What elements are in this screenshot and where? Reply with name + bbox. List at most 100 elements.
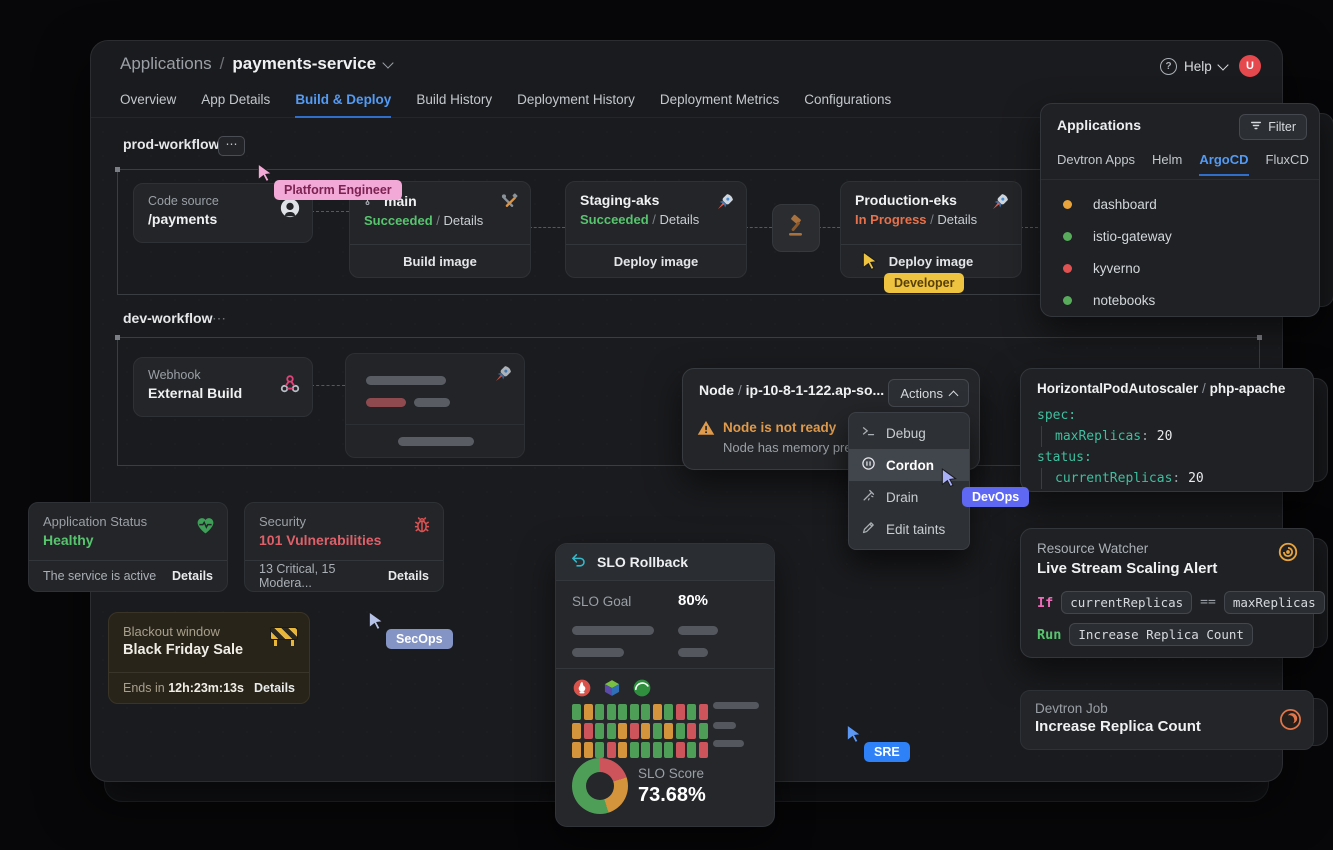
chevron-down-icon[interactable] — [382, 56, 394, 69]
list-item[interactable]: dashboard — [1041, 188, 1319, 220]
cursor-developer — [860, 250, 880, 275]
approval-gate-chip[interactable] — [772, 204, 820, 252]
production-deploy-action[interactable]: Deploy image — [841, 244, 1021, 277]
status-details-link[interactable]: Details — [172, 569, 213, 583]
staging-env-name: Staging-aks — [580, 192, 660, 208]
heatmap-cell — [675, 704, 685, 720]
apps-panel-title: Applications — [1057, 117, 1142, 133]
heatmap-cell — [687, 704, 696, 720]
breadcrumb: Applications / payments-service — [120, 54, 394, 74]
breadcrumb-separator: / — [219, 54, 225, 73]
production-details-link[interactable]: Details — [937, 212, 978, 227]
build-image-action[interactable]: Build image — [350, 244, 530, 277]
blackout-details-link[interactable]: Details — [254, 681, 295, 695]
chevron-down-icon — [1217, 59, 1229, 71]
heatmap-cell — [629, 742, 639, 758]
help-icon: ? — [1160, 58, 1177, 75]
tab-overview[interactable]: Overview — [120, 92, 177, 107]
security-details-link[interactable]: Details — [388, 569, 429, 583]
heatmap-cell — [641, 723, 650, 739]
badge-secops: SecOps — [386, 629, 453, 649]
actions-button[interactable]: Actions — [888, 379, 969, 407]
list-item[interactable]: istio-gateway — [1041, 220, 1319, 252]
menu-item-debug[interactable]: Debug — [849, 417, 969, 449]
user-avatar[interactable]: U — [1239, 55, 1261, 77]
devtron-job-card[interactable]: Devtron Job Increase Replica Count — [1020, 690, 1314, 750]
heatmap-cell — [595, 742, 604, 758]
heatmap-cell — [595, 704, 604, 720]
rollback-icon — [570, 552, 587, 572]
hpa-panel: HorizontalPodAutoscaler / php-apache spe… — [1020, 368, 1314, 492]
staging-details-link[interactable]: Details — [659, 212, 700, 227]
blackout-countdown: Ends in 12h:23m:13s — [123, 681, 244, 695]
filter-button[interactable]: Filter — [1239, 114, 1307, 140]
tab-fluxcd[interactable]: FluxCD — [1265, 152, 1309, 167]
heatmap-cell — [641, 742, 650, 758]
heatmap-cell — [583, 723, 593, 739]
heatmap-cell — [698, 704, 708, 720]
webhook-card[interactable]: Webhook External Build — [133, 357, 313, 417]
breadcrumb-root[interactable]: Applications — [120, 54, 212, 73]
production-env-name: Production-eks — [855, 192, 957, 208]
watcher-label: Resource Watcher — [1037, 541, 1149, 556]
status-dot — [1063, 263, 1072, 273]
slo-goal-label: SLO Goal — [572, 594, 632, 609]
production-pipeline-card[interactable]: Production-eks In Progress / Details Dep… — [840, 181, 1022, 278]
staging-deploy-action[interactable]: Deploy image — [566, 244, 746, 277]
run-keyword: Run — [1037, 626, 1062, 643]
tab-devtron-apps[interactable]: Devtron Apps — [1057, 152, 1136, 167]
build-details-link[interactable]: Details — [443, 213, 484, 228]
cursor-sre — [844, 723, 864, 748]
terminal-icon — [861, 424, 876, 442]
tab-build-deploy[interactable]: Build & Deploy — [295, 92, 392, 118]
badge-developer: Developer — [884, 273, 965, 293]
heatmap-cell — [687, 742, 696, 758]
blackout-window-card[interactable]: Blackout window Black Friday Sale Ends i… — [108, 612, 310, 704]
menu-item-drain[interactable]: Drain — [849, 481, 969, 513]
slo-goal-value: 80% — [678, 592, 709, 609]
code-source-value: /payments — [148, 211, 218, 227]
tab-app-details[interactable]: App Details — [201, 92, 271, 107]
menu-item-edit-taints[interactable]: Edit taints — [849, 513, 969, 545]
heatmap-cell — [675, 723, 685, 739]
heatmap-cell — [583, 742, 593, 758]
node-name: ip-10-8-1-122.ap-so... — [745, 382, 885, 398]
rocket-icon — [715, 192, 735, 217]
heatmap-cell — [641, 704, 650, 720]
rhs-chip: maxReplicas — [1223, 591, 1325, 614]
slo-rollback-card: SLO Rollback SLO Goal 80% SLO Score 73.6… — [555, 543, 775, 827]
production-status: In Progress — [855, 212, 927, 227]
cursor-platform-engineer — [255, 162, 275, 187]
menu-item-cordon[interactable]: Cordon — [849, 449, 969, 481]
tab-configurations[interactable]: Configurations — [804, 92, 892, 107]
status-dot — [1063, 231, 1072, 241]
tab-deployment-metrics[interactable]: Deployment Metrics — [659, 92, 780, 107]
tab-argocd[interactable]: ArgoCD — [1199, 152, 1249, 176]
run-command-chip[interactable]: Increase Replica Count — [1069, 623, 1253, 646]
tab-deployment-history[interactable]: Deployment History — [517, 92, 635, 107]
staging-pipeline-card[interactable]: Staging-aks Succeeded / Details Deploy i… — [565, 181, 747, 278]
security-card[interactable]: Security 101 Vulnerabilities 13 Critical… — [244, 502, 444, 592]
prod-workflow-menu-button[interactable]: ⋯ — [218, 136, 245, 156]
tab-build-history[interactable]: Build History — [416, 92, 493, 107]
webhook-label: Webhook — [148, 368, 201, 382]
help-menu[interactable]: ? Help — [1160, 58, 1229, 75]
heatmap-cell — [572, 723, 581, 739]
heatmap-cell — [664, 723, 673, 739]
webhook-icon — [279, 373, 301, 400]
heatmap-cell — [652, 742, 662, 758]
heatmap-cell — [618, 704, 627, 720]
tab-helm[interactable]: Helm — [1152, 152, 1183, 167]
divider — [1041, 179, 1319, 180]
observability-providers — [572, 678, 652, 703]
heatmap-cell — [664, 742, 673, 758]
breadcrumb-current[interactable]: payments-service — [232, 54, 377, 73]
heatmap-cell — [606, 723, 616, 739]
warning-icon — [697, 419, 715, 442]
list-item[interactable]: kyverno — [1041, 252, 1319, 284]
application-status-card[interactable]: Application Status Healthy The service i… — [28, 502, 228, 592]
cursor-secops — [366, 610, 386, 635]
security-card-label: Security — [259, 514, 306, 529]
list-item[interactable]: notebooks — [1041, 284, 1319, 316]
dev-workflow-menu-button[interactable]: ⋯ — [212, 310, 227, 326]
